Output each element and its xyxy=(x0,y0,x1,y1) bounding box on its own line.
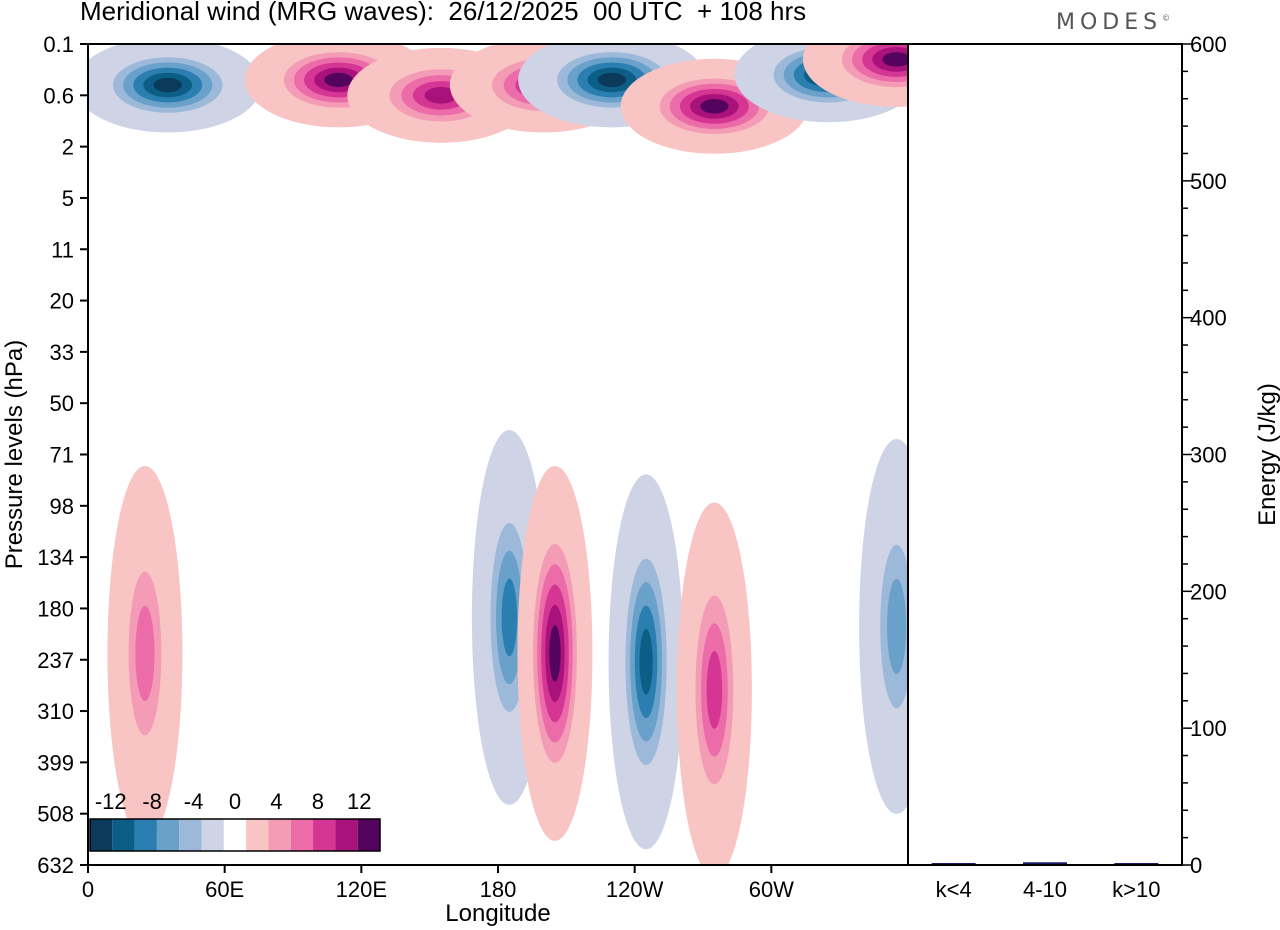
colorbar-swatch xyxy=(223,819,247,851)
contour-band xyxy=(882,52,908,67)
energy-tick-label: 0 xyxy=(1190,853,1202,878)
colorbar-swatch xyxy=(90,819,113,851)
contour-feature xyxy=(676,502,752,865)
contour-band xyxy=(549,625,561,682)
colorbar-swatch xyxy=(201,819,224,851)
colorbar-swatch xyxy=(268,819,291,851)
y-tick-label: 98 xyxy=(50,494,74,519)
y-tick-label: 237 xyxy=(37,648,74,673)
colorbar-swatch xyxy=(313,819,336,851)
y-tick-label: 632 xyxy=(37,853,74,878)
colorbar-swatch xyxy=(246,819,269,851)
x-tick-label: 180 xyxy=(480,877,517,902)
colorbar-swatch xyxy=(290,819,314,851)
y-axis-label: Pressure levels (hPa) xyxy=(1,340,28,569)
contour-feature xyxy=(517,465,593,841)
contour-band xyxy=(706,651,723,729)
y-tick-label: 11 xyxy=(51,237,74,262)
colorbar-swatch xyxy=(357,819,380,851)
contour-band xyxy=(700,99,729,114)
bar-frame xyxy=(907,43,1183,866)
colorbar-swatch xyxy=(112,819,135,851)
y-tick-label: 399 xyxy=(37,750,74,775)
contour-feature xyxy=(859,438,908,814)
axes: 0.1 0.6 2 5 11 20 33 50 71 98 134 180 237 310 399 508 63… xyxy=(1,32,1280,927)
contour-feature xyxy=(802,44,908,107)
colorbar-swatch xyxy=(179,819,202,851)
modes-logo: MODES© xyxy=(1056,10,1171,35)
energy-tick-label: 100 xyxy=(1190,716,1227,741)
energy-category-label: k<4 xyxy=(936,877,972,902)
energy-bar xyxy=(1023,862,1067,865)
contour-feature xyxy=(620,58,809,154)
colorbar-swatch xyxy=(335,819,358,851)
colorbar-label: 8 xyxy=(312,789,324,814)
colorbar-label: 0 xyxy=(229,789,241,814)
contour-feature xyxy=(608,474,684,850)
colorbar-label: -4 xyxy=(184,789,204,814)
contour-feature xyxy=(107,465,183,841)
colorbar-label: -12 xyxy=(95,789,127,814)
energy-tick-label: 400 xyxy=(1190,306,1227,331)
y-tick-label: 5 xyxy=(62,186,74,211)
contour-feature xyxy=(88,44,262,133)
y-tick-label: 508 xyxy=(37,802,74,827)
contour-band xyxy=(887,578,907,675)
contour-band xyxy=(424,87,458,104)
contour-band xyxy=(324,72,353,88)
y-tick-label: 20 xyxy=(50,289,74,314)
x-tick-label: 60E xyxy=(205,877,244,902)
x-tick-label: 120W xyxy=(606,877,664,902)
contour-band xyxy=(135,605,155,702)
y-tick-label: 71 xyxy=(50,443,74,468)
y-tick-label: 2 xyxy=(62,135,74,160)
x-tick-label: 0 xyxy=(82,877,94,902)
energy-category-label: 4-10 xyxy=(1023,877,1067,902)
colorbar-swatch xyxy=(134,819,157,851)
y-tick-label: 33 xyxy=(50,340,74,365)
wind-contour-field xyxy=(88,44,908,865)
y-tick-label: 0.6 xyxy=(43,83,74,108)
colorbar-label: 12 xyxy=(347,789,371,814)
colorbar-label: -8 xyxy=(142,789,162,814)
colorbar-label: 4 xyxy=(270,789,282,814)
colorbar: -12 -8 -4 0 4 8 12 xyxy=(89,789,381,852)
energy-bars: k<4 4-10 k>10 xyxy=(931,862,1160,902)
contour-band xyxy=(501,578,518,657)
x-tick-label: 60W xyxy=(749,877,794,902)
energy-category-label: k>10 xyxy=(1112,877,1160,902)
energy-tick-label: 600 xyxy=(1190,32,1227,57)
contour-band xyxy=(639,629,653,695)
y-tick-label: 134 xyxy=(37,545,74,570)
y-tick-label: 50 xyxy=(50,391,74,416)
x-tick-label: 120E xyxy=(336,877,387,902)
contour-band xyxy=(597,72,627,88)
x-axis-label: Longitude xyxy=(445,900,550,927)
y-tick-label: 310 xyxy=(37,699,74,724)
y-tick-label: 180 xyxy=(37,596,74,621)
energy-tick-label: 300 xyxy=(1190,443,1227,468)
contour-band xyxy=(153,77,182,93)
colorbar-swatch xyxy=(156,819,180,851)
energy-tick-label: 200 xyxy=(1190,579,1227,604)
energy-tick-label: 500 xyxy=(1190,169,1227,194)
chart-title: Meridional wind (MRG waves): 26/12/2025 … xyxy=(80,0,807,26)
energy-axis-label: Energy (J/kg) xyxy=(1254,383,1280,526)
colorbar-frame xyxy=(89,818,381,852)
y-tick-label: 0.1 xyxy=(43,32,74,57)
